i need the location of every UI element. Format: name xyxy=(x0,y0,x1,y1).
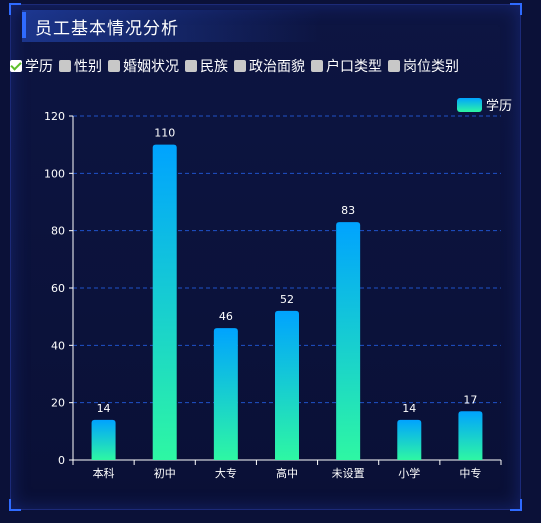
tab-political-status[interactable]: 政治面貌 xyxy=(234,56,305,76)
x-tick-label: 初中 xyxy=(154,466,176,480)
y-tick-label: 80 xyxy=(51,225,65,238)
corner-decoration xyxy=(9,3,21,15)
bar xyxy=(336,222,361,460)
corner-decoration xyxy=(9,499,21,511)
bar xyxy=(397,419,422,460)
y-tick-label: 120 xyxy=(44,110,65,123)
x-tick-label: 高中 xyxy=(276,466,298,480)
category-tabs: 学历 性别 婚姻状况 民族 政治面貌 户口类型 岗位类别 xyxy=(10,56,465,76)
corner-decoration xyxy=(510,3,522,15)
checkbox-icon[interactable] xyxy=(59,60,71,72)
x-tick-label: 本科 xyxy=(93,466,115,480)
tab-label: 婚姻状况 xyxy=(123,59,179,75)
tab-household-type[interactable]: 户口类型 xyxy=(311,56,382,76)
tab-label: 户口类型 xyxy=(326,59,382,75)
tab-label: 性别 xyxy=(74,59,102,75)
y-tick-label: 60 xyxy=(51,282,65,295)
data-label: 46 xyxy=(219,310,233,323)
bar xyxy=(91,419,116,460)
tab-label: 民族 xyxy=(200,59,228,75)
data-label: 110 xyxy=(154,127,175,140)
y-tick-label: 100 xyxy=(44,167,65,180)
x-tick-label: 大专 xyxy=(215,466,237,480)
tab-label: 学历 xyxy=(25,59,53,75)
page-title: 员工基本情况分析 xyxy=(35,19,179,39)
data-label: 83 xyxy=(341,204,355,217)
data-label: 14 xyxy=(97,402,111,415)
tab-education[interactable]: 学历 xyxy=(10,56,53,76)
checkbox-icon[interactable] xyxy=(388,60,400,72)
checkbox-icon[interactable] xyxy=(185,60,197,72)
title-bar xyxy=(22,10,322,42)
data-label: 17 xyxy=(463,393,477,406)
x-tick-label: 小学 xyxy=(398,466,420,480)
tab-gender[interactable]: 性别 xyxy=(59,56,102,76)
bar xyxy=(152,144,177,460)
tab-ethnicity[interactable]: 民族 xyxy=(185,56,228,76)
tab-marital-status[interactable]: 婚姻状况 xyxy=(108,56,179,76)
data-label: 52 xyxy=(280,293,294,306)
y-tick-label: 0 xyxy=(58,454,65,467)
checkbox-icon[interactable] xyxy=(311,60,323,72)
tab-label: 政治面貌 xyxy=(249,59,305,75)
y-tick-label: 20 xyxy=(51,397,65,410)
tab-label: 岗位类别 xyxy=(403,59,459,75)
checkbox-icon[interactable] xyxy=(234,60,246,72)
corner-decoration xyxy=(510,499,522,511)
title-accent-mark xyxy=(22,12,26,38)
x-tick-label: 未设置 xyxy=(332,467,365,480)
x-tick-label: 中专 xyxy=(459,466,481,480)
data-label: 14 xyxy=(402,402,416,415)
bar xyxy=(213,328,238,460)
legend-swatch xyxy=(457,97,482,112)
tab-job-category[interactable]: 岗位类别 xyxy=(388,56,459,76)
bar xyxy=(458,411,483,460)
bar xyxy=(275,310,299,460)
checkbox-icon[interactable] xyxy=(10,60,22,72)
chart-legend[interactable]: 学历 xyxy=(457,95,512,114)
checkbox-icon[interactable] xyxy=(108,60,120,72)
y-tick-label: 40 xyxy=(51,339,65,352)
legend-label: 学历 xyxy=(486,99,513,114)
